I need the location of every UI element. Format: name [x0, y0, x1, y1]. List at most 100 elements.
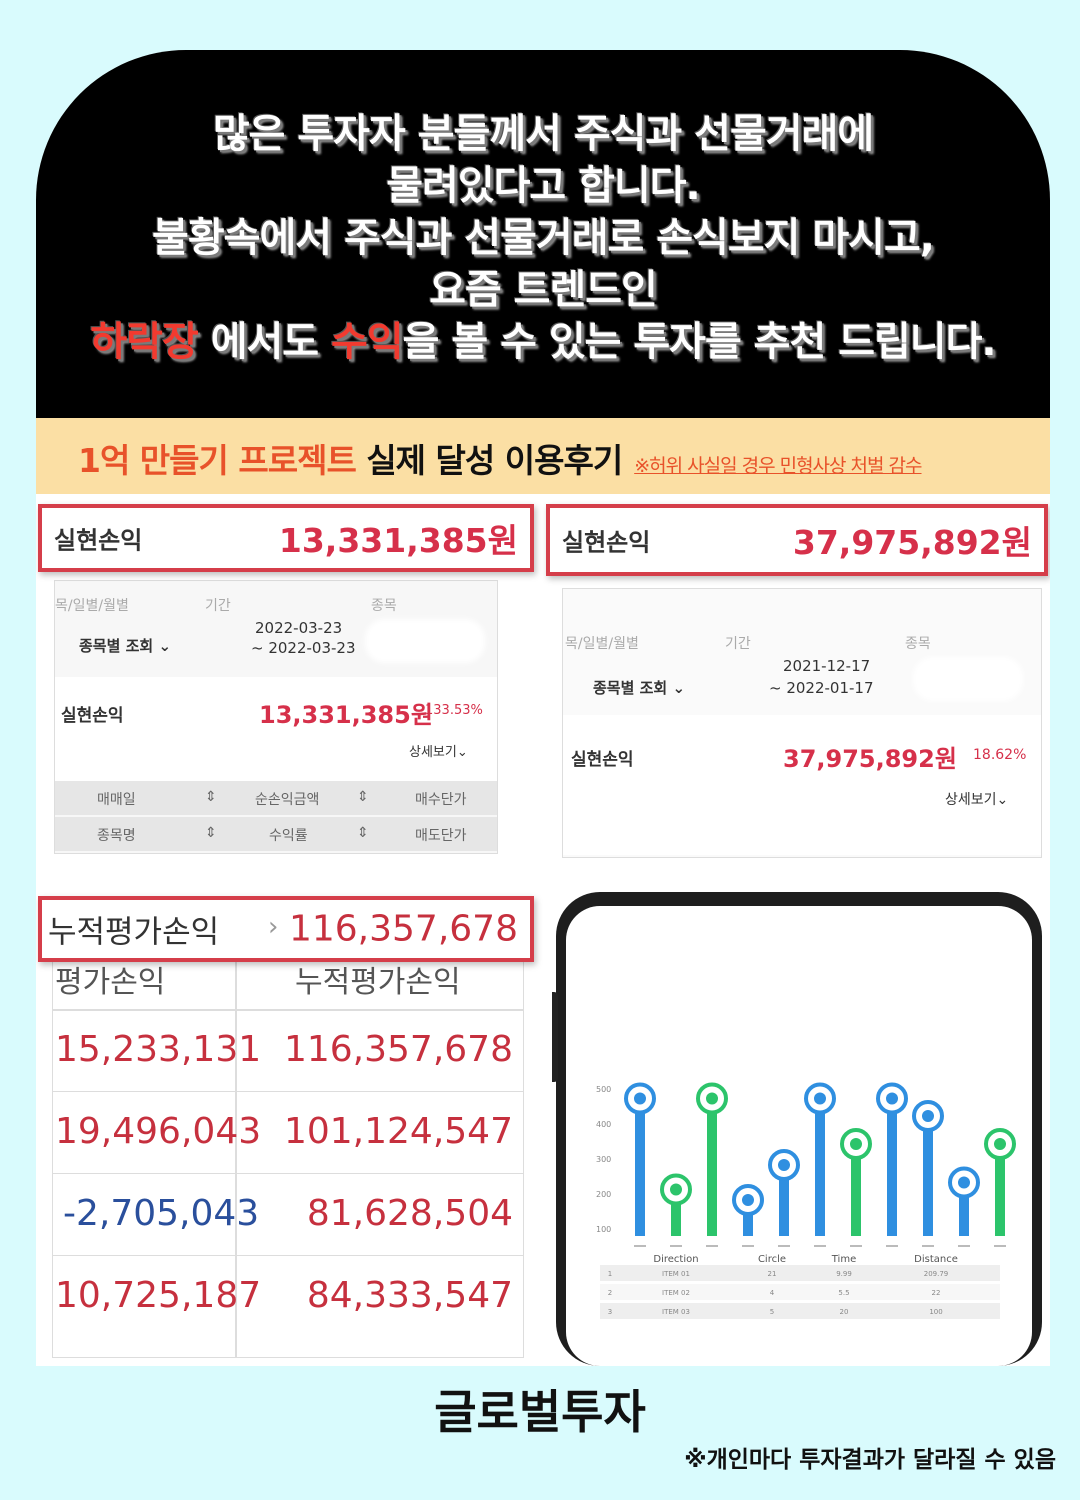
proof2-value: 37,975,892원: [792, 523, 1032, 562]
proof1-grid-item-name: 종목명: [97, 828, 136, 844]
chart-point: [958, 1176, 970, 1189]
hero-line-4: 요즘 트렌드인: [429, 267, 658, 313]
proof1-detail-link[interactable]: 상세보기⌄: [409, 741, 468, 760]
table-cell: 1: [608, 1270, 612, 1278]
proof1-grid-row-2: 종목명 ⇕ 수익률 ⇕ 매도단가: [55, 817, 497, 851]
proof2-highlight-box: 실현손익 37,975,892원: [546, 504, 1048, 576]
table-cell: 2: [608, 1289, 612, 1297]
hero-text: 많은 투자자 분들께서 주식과 선물거래에 물려있다고 합니다. 불황속에서 주…: [36, 108, 1050, 368]
chart-point: [922, 1110, 934, 1122]
sort-icon[interactable]: ⇕: [205, 825, 217, 841]
proof2-date-to: ~ 2022-01-17: [769, 679, 874, 697]
footer-brand-title: 글로벌투자: [434, 1385, 646, 1439]
proof1-header-item: 종목: [371, 598, 397, 614]
proof2-result-area: [563, 715, 1041, 855]
proof1-value: 13,331,385원: [278, 521, 518, 560]
proof3-row4-cumulative: 84,333,547: [306, 1275, 513, 1316]
chevron-right-icon: ›: [268, 912, 279, 942]
phone-screen: [566, 906, 1032, 1366]
y-tick-label: 500: [596, 1085, 611, 1094]
phone-side-button: [544, 992, 558, 1082]
proof1-grid-yield: 수익률: [269, 828, 308, 844]
divider: [53, 1009, 523, 1011]
sort-icon[interactable]: ⇕: [205, 789, 217, 805]
phone-chart-svg: 500 400 300 200 100 Direction Circle Time Distan…: [544, 892, 1042, 1366]
footer-disclaimer: ※개인마다 투자결과가 달라질 수 있음: [684, 1447, 1056, 1473]
chart-point: [742, 1194, 754, 1206]
proof3-col-header-cumulative: 누적평가손익: [295, 965, 461, 1000]
table-cell: 100: [929, 1308, 942, 1316]
hero-section: 많은 투자자 분들께서 주식과 선물거래에 물려있다고 합니다. 불황속에서 주…: [36, 50, 1050, 418]
proof2-row-label: 실현손익: [571, 750, 634, 770]
table-cell: 22: [932, 1289, 941, 1297]
proof1-date-from: 2022-03-23: [255, 619, 343, 637]
chart-point: [706, 1092, 718, 1105]
proof2-header-item: 종목: [905, 636, 931, 652]
hero-line-5-text-a: 에서도: [197, 319, 332, 365]
proof1-query-dropdown[interactable]: 종목별 조회 ⌄: [79, 635, 171, 656]
proof-screenshot-1: 목/일별/월별 기간 종목 종목별 조회 ⌄ 2022-03-23 ~ 2022…: [36, 498, 536, 898]
proof3-row3-cumulative: 81,628,504: [306, 1193, 513, 1234]
table-row-bg: [600, 1284, 1000, 1300]
chart-point: [886, 1092, 898, 1105]
proof3-row2-cumulative: 101,124,547: [283, 1111, 513, 1152]
divider: [53, 1173, 523, 1174]
proof3-label: 누적평가손익: [48, 914, 220, 951]
proof1-blurred-item: [365, 619, 485, 663]
proof3-row1-eval: 15,233,131: [55, 1029, 262, 1070]
chart-point: [994, 1138, 1006, 1150]
table-header: Circle: [758, 1254, 786, 1265]
proof3-row4-eval: 10,725,187: [55, 1275, 262, 1316]
content-card: 많은 투자자 분들께서 주식과 선물거래에 물려있다고 합니다. 불황속에서 주…: [36, 50, 1050, 1366]
table-cell: 9.99: [836, 1270, 852, 1278]
table-header: Distance: [914, 1254, 958, 1265]
review-banner: 1억 만들기 프로젝트 실제 달성 이용후기 ※허위 사실일 경우 민형사상 처벌…: [36, 418, 1050, 494]
proof-screenshot-3: 평가손익 누적평가손익 15,233,131 116,357,678 19,49…: [36, 886, 542, 1366]
proof3-table: 평가손익 누적평가손익 15,233,131 116,357,678 19,49…: [52, 956, 524, 1358]
proof3-row3-eval: -2,705,043: [63, 1193, 260, 1234]
table-cell: 5: [770, 1308, 774, 1316]
table-cell: 5.5: [838, 1289, 849, 1297]
table-cell: ITEM 02: [662, 1289, 690, 1297]
sort-icon[interactable]: ⇕: [357, 789, 369, 805]
proof1-header-period-type: 목/일별/월별: [55, 598, 129, 614]
table-row-bg: [600, 1265, 1000, 1281]
y-tick-label: 400: [596, 1120, 611, 1129]
proof1-result-area: [55, 677, 497, 797]
table-cell: ITEM 03: [662, 1308, 690, 1316]
table-cell: ITEM 01: [662, 1270, 690, 1278]
proof-screenshot-2: 목/일별/월별 기간 종목 종목별 조회 ⌄ 2021-12-17 ~ 2022…: [544, 498, 1050, 898]
table-cell: 3: [608, 1308, 612, 1316]
table-cell: 20: [840, 1308, 849, 1316]
phone-chart-mockup: 500 400 300 200 100 Direction Circle Time Distan…: [544, 892, 1050, 1366]
chart-point: [814, 1092, 826, 1105]
proof3-col-header-eval: 평가손익: [55, 965, 166, 1000]
chart-group: 500 400 300 200 100 Direction Circle Time Distan…: [596, 1082, 1016, 1319]
sort-icon[interactable]: ⇕: [357, 825, 369, 841]
hero-line-3: 불황속에서 주식과 선물거래로 손식보지 마시고,: [152, 215, 935, 261]
proof2-detail-link[interactable]: 상세보기⌄: [945, 789, 1008, 809]
proof2-query-label: 종목별 조회: [593, 679, 668, 697]
hero-line-5: 하락장 에서도 수익을 볼 수 있는 투자를 추천 드립니다.: [36, 316, 1050, 368]
y-tick-label: 300: [596, 1155, 611, 1164]
proof2-header-period: 기간: [725, 636, 751, 652]
proof3-row1-cumulative: 116,357,678: [283, 1029, 513, 1070]
chevron-down-icon: ⌄: [158, 637, 172, 655]
chart-point: [778, 1159, 790, 1171]
proof2-label: 실현손익: [562, 528, 651, 557]
proof2-header-period-type: 목/일별/월별: [565, 636, 639, 652]
proof3-row2-eval: 19,496,043: [55, 1111, 262, 1152]
chevron-down-icon: ⌄: [996, 792, 1009, 808]
proof2-sheet: 목/일별/월별 기간 종목 종목별 조회 ⌄ 2021-12-17 ~ 2022…: [562, 588, 1042, 858]
banner-project-title: 1억 만들기 프로젝트: [78, 441, 357, 480]
divider: [53, 1091, 523, 1092]
proof3-highlight-box: 누적평가손익 › 116,357,678: [38, 896, 534, 962]
proof1-date-to: ~ 2022-03-23: [251, 639, 356, 657]
proof1-grid-row-1: 매매일 ⇕ 순손익금액 ⇕ 매수단가: [55, 781, 497, 815]
chart-point: [670, 1183, 682, 1196]
proof1-grid-sell-price: 매도단가: [415, 828, 467, 844]
proof1-highlight-box: 실현손익 13,331,385원: [38, 504, 534, 572]
proof2-blurred-item: [913, 657, 1023, 701]
proof2-query-dropdown[interactable]: 종목별 조회 ⌄: [593, 677, 685, 698]
divider: [53, 1255, 523, 1256]
